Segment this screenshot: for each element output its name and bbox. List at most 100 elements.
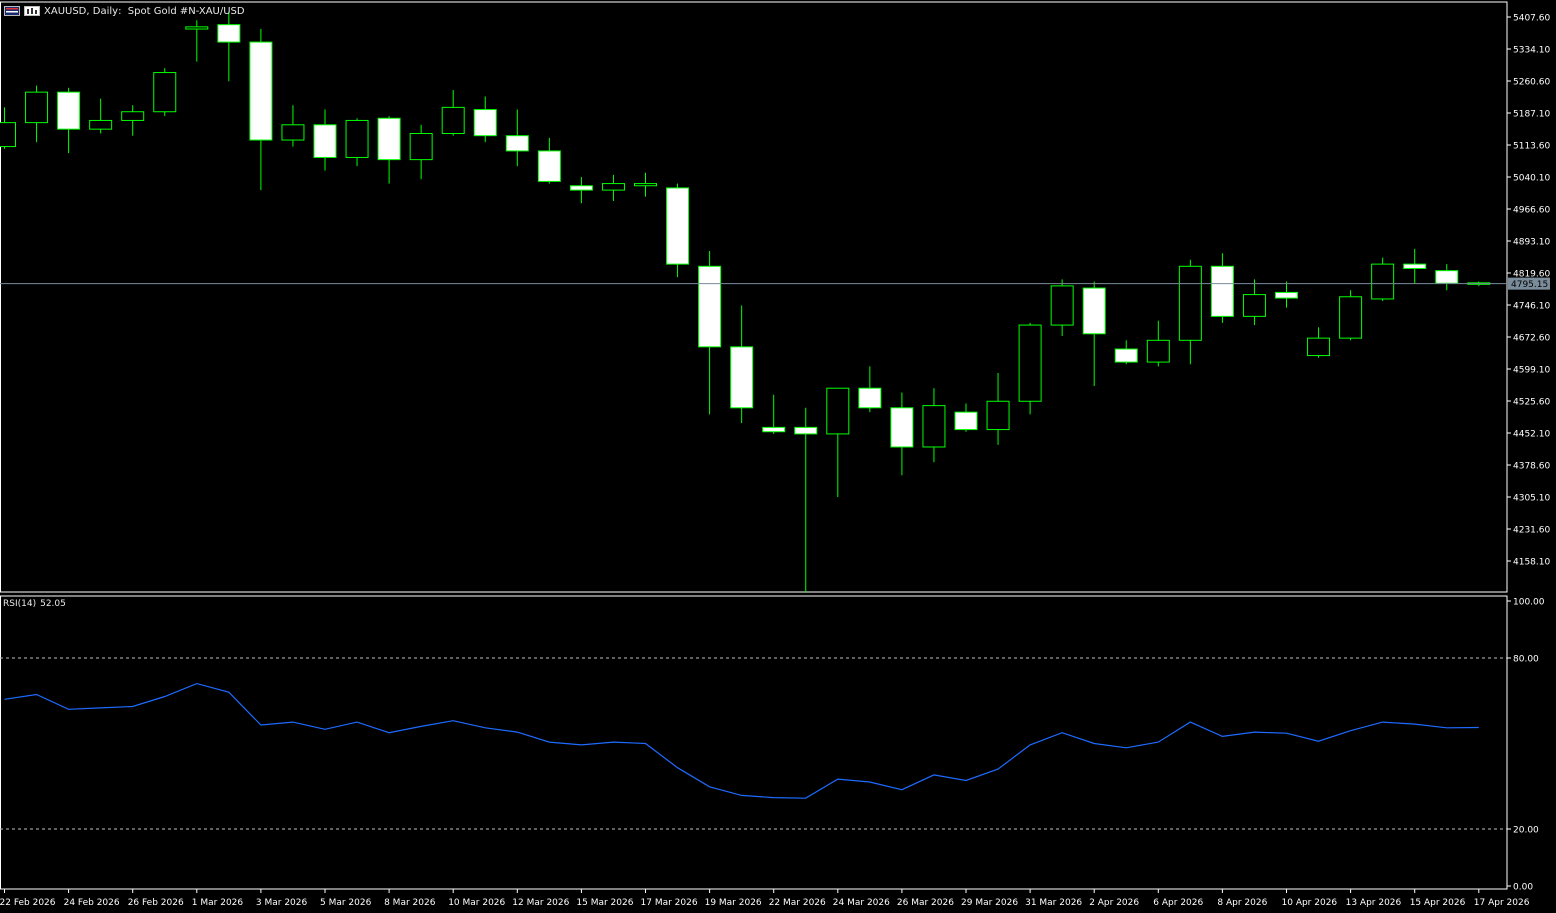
time-tick-label: 26 Feb 2026 bbox=[128, 898, 184, 908]
main-chart-frame bbox=[0, 1, 1508, 593]
candle bbox=[1146, 320, 1170, 367]
candle-body bbox=[505, 135, 529, 152]
candle bbox=[217, 11, 241, 82]
candle-body bbox=[57, 91, 81, 130]
candle bbox=[1114, 340, 1138, 365]
symbol-description: Spot Gold #N-XAU/USD bbox=[127, 5, 245, 17]
candle-body bbox=[1403, 263, 1427, 269]
candle bbox=[441, 89, 465, 136]
candle bbox=[1178, 259, 1202, 365]
candle bbox=[281, 105, 305, 147]
price-tick-label: 4746.10 bbox=[1513, 302, 1550, 312]
candle-body bbox=[666, 187, 690, 265]
candle-body bbox=[249, 41, 273, 141]
rsi-header: RSI(14) 52.05 bbox=[3, 599, 70, 609]
candle bbox=[1018, 322, 1042, 415]
candle-body bbox=[377, 117, 401, 161]
time-tick-label: 1 Mar 2026 bbox=[192, 898, 244, 908]
candle-body bbox=[1435, 270, 1459, 284]
time-tick-label: 22 Mar 2026 bbox=[769, 898, 826, 908]
header-comma: , bbox=[86, 5, 93, 17]
price-tick-label: 4231.60 bbox=[1513, 526, 1550, 536]
candle bbox=[601, 174, 625, 201]
candle bbox=[57, 87, 81, 154]
time-tick-label: 2 Apr 2026 bbox=[1089, 898, 1139, 908]
rsi-panel-frame bbox=[0, 595, 1508, 890]
rsi-plot-border bbox=[0, 595, 1508, 890]
rsi-indicator-name: RSI(14) bbox=[3, 599, 37, 609]
candle-body bbox=[121, 111, 145, 121]
candle-body bbox=[698, 265, 722, 348]
candle bbox=[473, 96, 497, 143]
bar-chart-icon[interactable] bbox=[24, 6, 40, 16]
candle bbox=[858, 366, 882, 413]
candle-body bbox=[634, 183, 657, 187]
chart-header: XAUUSD, Daily: Spot Gold #N-XAU/USD bbox=[4, 4, 245, 18]
candle-body bbox=[986, 400, 1010, 431]
rsi-tick-label: 100.00 bbox=[1513, 598, 1545, 608]
price-tick-label: 4525.60 bbox=[1513, 398, 1550, 408]
candle bbox=[698, 251, 722, 415]
price-tick-label: 4158.10 bbox=[1513, 558, 1550, 568]
candle bbox=[826, 387, 850, 498]
rsi-indicator-value: 52.05 bbox=[40, 599, 66, 609]
candle bbox=[537, 137, 561, 184]
symbol-name: XAUUSD bbox=[44, 5, 87, 17]
rsi-axis: 100.00 80.00 20.00 0.00 bbox=[1507, 598, 1545, 893]
price-tick-label: 5113.60 bbox=[1513, 142, 1550, 152]
candle-body bbox=[1178, 265, 1202, 341]
time-tick-label: 26 Mar 2026 bbox=[897, 898, 954, 908]
header-colon: : bbox=[118, 5, 128, 17]
time-tick-label: 17 Apr 2026 bbox=[1474, 898, 1530, 908]
price-tick-label: 4599.10 bbox=[1513, 366, 1550, 376]
candle bbox=[89, 98, 113, 134]
candle bbox=[794, 407, 818, 593]
candle bbox=[762, 394, 786, 434]
candle-body bbox=[1275, 291, 1298, 299]
time-tick-label: 15 Apr 2026 bbox=[1410, 898, 1466, 908]
candle bbox=[505, 109, 529, 167]
time-tick-label: 5 Mar 2026 bbox=[320, 898, 372, 908]
candle bbox=[1210, 253, 1234, 323]
time-tick-label: 31 Mar 2026 bbox=[1025, 898, 1082, 908]
rsi-line-series bbox=[4, 682, 1479, 799]
time-tick-label: 22 Feb 2026 bbox=[0, 898, 56, 908]
candle-body bbox=[858, 387, 882, 409]
time-tick-label: 6 Apr 2026 bbox=[1153, 898, 1203, 908]
candle bbox=[121, 105, 145, 136]
candle bbox=[986, 372, 1010, 445]
candle bbox=[1371, 257, 1395, 302]
candle-body bbox=[794, 426, 818, 435]
rsi-tick-label: 80.00 bbox=[1513, 655, 1539, 665]
candle bbox=[249, 29, 273, 191]
candle-body bbox=[217, 24, 241, 43]
time-tick-label: 29 Mar 2026 bbox=[961, 898, 1018, 908]
time-tick-label: 19 Mar 2026 bbox=[705, 898, 762, 908]
candle-body bbox=[473, 109, 497, 137]
candle-body bbox=[537, 150, 561, 182]
rsi-tick-label: 0.00 bbox=[1513, 883, 1533, 893]
candle-body bbox=[890, 407, 914, 448]
candle bbox=[313, 109, 337, 171]
chart-window-icon[interactable] bbox=[4, 6, 20, 16]
candle bbox=[25, 85, 49, 143]
candle-body bbox=[1050, 285, 1074, 326]
time-tick-label: 17 Mar 2026 bbox=[641, 898, 698, 908]
bid-price-line: 4795.15 bbox=[0, 277, 1550, 290]
candle-body bbox=[826, 387, 850, 435]
candle bbox=[185, 20, 209, 62]
time-tick-label: 15 Mar 2026 bbox=[576, 898, 633, 908]
candle-body bbox=[569, 185, 593, 191]
candle-body bbox=[185, 26, 209, 30]
candle bbox=[1242, 279, 1266, 326]
price-tick-label: 4378.60 bbox=[1513, 462, 1550, 472]
candle-body bbox=[313, 124, 337, 158]
time-tick-label: 24 Feb 2026 bbox=[64, 898, 120, 908]
candle bbox=[1050, 279, 1074, 336]
candle-body bbox=[1146, 339, 1170, 363]
candle-body bbox=[762, 426, 786, 433]
candle bbox=[1082, 281, 1106, 387]
time-tick-label: 8 Apr 2026 bbox=[1217, 898, 1267, 908]
candle bbox=[153, 68, 177, 117]
